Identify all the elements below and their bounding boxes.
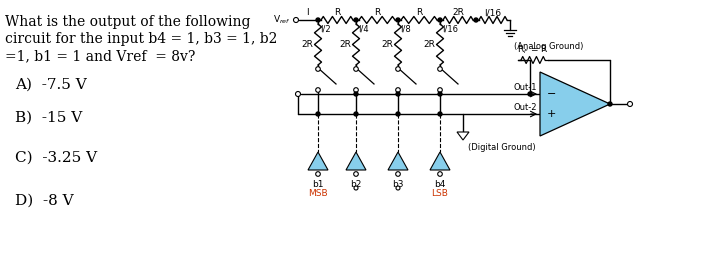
Text: 2R: 2R xyxy=(339,40,351,49)
Text: R: R xyxy=(374,8,380,17)
Text: R: R xyxy=(334,8,340,17)
Text: 2R: 2R xyxy=(301,40,313,49)
Polygon shape xyxy=(430,152,450,170)
Polygon shape xyxy=(346,152,366,170)
Text: +: + xyxy=(547,109,556,119)
Polygon shape xyxy=(308,152,328,170)
Circle shape xyxy=(396,18,400,22)
Circle shape xyxy=(315,172,320,176)
Text: I: I xyxy=(305,8,308,17)
Text: 2R: 2R xyxy=(381,40,393,49)
Text: b3: b3 xyxy=(392,180,404,189)
Text: LSB: LSB xyxy=(431,189,449,198)
Text: C)  -3.25 V: C) -3.25 V xyxy=(15,151,97,165)
Text: I/2: I/2 xyxy=(320,25,330,34)
Circle shape xyxy=(315,88,320,92)
Text: b4: b4 xyxy=(434,180,446,189)
Circle shape xyxy=(396,92,400,96)
Circle shape xyxy=(438,88,442,92)
Text: (Analog Ground): (Analog Ground) xyxy=(514,42,583,51)
Text: Out-1: Out-1 xyxy=(513,83,537,92)
Circle shape xyxy=(438,92,442,96)
Polygon shape xyxy=(540,72,610,136)
Text: R$_F$ = R: R$_F$ = R xyxy=(517,43,549,56)
Circle shape xyxy=(316,112,320,116)
Circle shape xyxy=(354,112,358,116)
Circle shape xyxy=(396,112,400,116)
Circle shape xyxy=(396,88,400,92)
Circle shape xyxy=(438,112,442,116)
Circle shape xyxy=(608,102,612,106)
Circle shape xyxy=(315,67,320,71)
Text: What is the output of the following: What is the output of the following xyxy=(5,15,251,29)
Text: V$_{ref}$: V$_{ref}$ xyxy=(273,14,291,26)
Circle shape xyxy=(354,172,358,176)
Circle shape xyxy=(354,92,358,96)
Polygon shape xyxy=(457,132,469,140)
Text: I/16: I/16 xyxy=(442,25,458,34)
Text: I/4: I/4 xyxy=(358,25,369,34)
Circle shape xyxy=(627,102,632,106)
Circle shape xyxy=(396,67,400,71)
Circle shape xyxy=(396,186,400,190)
Circle shape xyxy=(396,172,400,176)
Text: B)  -15 V: B) -15 V xyxy=(15,111,83,125)
Text: I/16: I/16 xyxy=(484,8,501,17)
Circle shape xyxy=(354,88,358,92)
Circle shape xyxy=(354,18,358,22)
Polygon shape xyxy=(388,152,408,170)
Text: b2: b2 xyxy=(350,180,362,189)
Text: D)  -8 V: D) -8 V xyxy=(15,194,73,208)
Circle shape xyxy=(293,17,298,22)
Circle shape xyxy=(354,67,358,71)
Text: Out-2: Out-2 xyxy=(513,103,537,112)
Text: A)  -7.5 V: A) -7.5 V xyxy=(15,78,87,92)
Text: 2R: 2R xyxy=(423,40,435,49)
Text: I/8: I/8 xyxy=(400,25,411,34)
Text: =1, b1 = 1 and Vref  = 8v?: =1, b1 = 1 and Vref = 8v? xyxy=(5,49,195,63)
Text: b1: b1 xyxy=(313,180,324,189)
Circle shape xyxy=(474,18,478,22)
Text: (Digital Ground): (Digital Ground) xyxy=(468,143,535,152)
Text: −: − xyxy=(547,89,556,99)
Circle shape xyxy=(354,186,358,190)
Circle shape xyxy=(438,172,442,176)
Circle shape xyxy=(295,91,300,96)
Text: 2R: 2R xyxy=(452,8,464,17)
Circle shape xyxy=(528,92,532,96)
Circle shape xyxy=(438,67,442,71)
Circle shape xyxy=(438,18,442,22)
Text: R: R xyxy=(416,8,422,17)
Text: MSB: MSB xyxy=(308,189,328,198)
Circle shape xyxy=(316,18,320,22)
Text: circuit for the input b4 = 1, b3 = 1, b2: circuit for the input b4 = 1, b3 = 1, b2 xyxy=(5,32,278,46)
